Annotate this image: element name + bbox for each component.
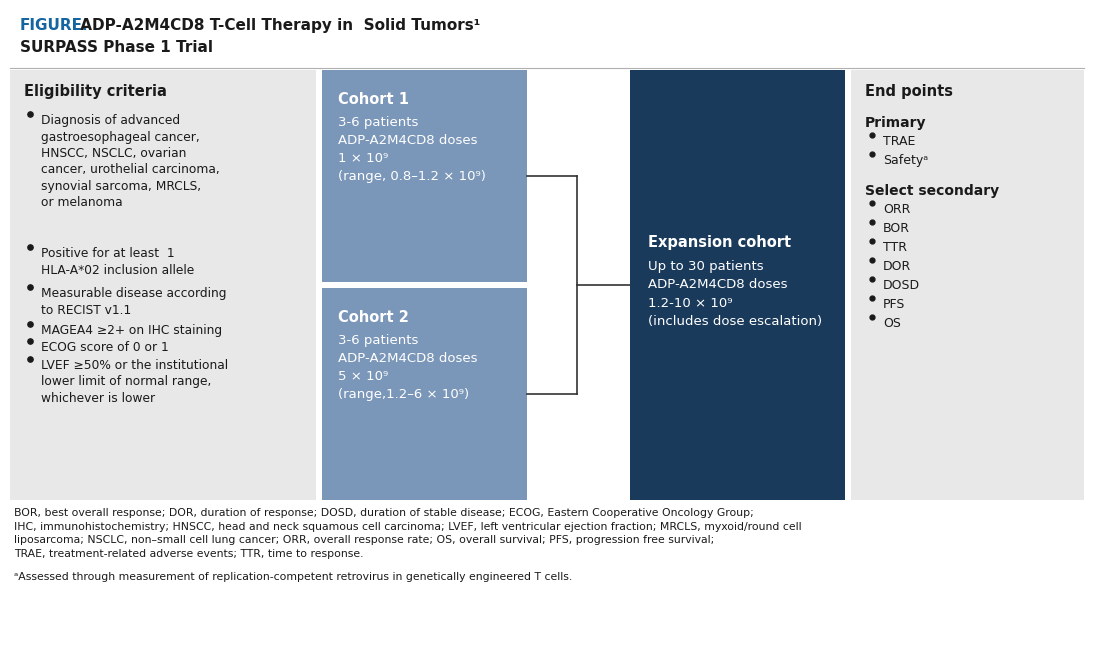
Bar	[322, 288, 527, 500]
Text: 3-6 patients
ADP-A2M4CD8 doses
5 × 10⁹
(range,1.2–6 × 10⁹): 3-6 patients ADP-A2M4CD8 doses 5 × 10⁹ (…	[338, 334, 477, 401]
Text: Measurable disease according
to RECIST v1.1: Measurable disease according to RECIST v…	[40, 287, 226, 316]
Text: ADP-A2M4CD8 T-Cell Therapy in  Solid Tumors¹: ADP-A2M4CD8 T-Cell Therapy in Solid Tumo…	[75, 18, 480, 33]
Text: SURPASS Phase 1 Trial: SURPASS Phase 1 Trial	[20, 40, 213, 55]
Text: LVEF ≥50% or the institutional
lower limit of normal range,
whichever is lower: LVEF ≥50% or the institutional lower lim…	[40, 359, 229, 405]
Text: Select secondary: Select secondary	[865, 184, 999, 198]
Text: DOSD: DOSD	[883, 279, 920, 292]
Text: OS: OS	[883, 317, 900, 330]
Text: ORR: ORR	[883, 203, 910, 216]
Text: Positive for at least  1
HLA-A*02 inclusion allele: Positive for at least 1 HLA-A*02 inclusi…	[40, 247, 195, 277]
Text: End points: End points	[865, 84, 953, 99]
Text: Eligibility criteria: Eligibility criteria	[24, 84, 167, 99]
Text: BOR, best overall response; DOR, duration of response; DOSD, duration of stable : BOR, best overall response; DOR, duratio…	[14, 508, 802, 559]
Text: DOR: DOR	[883, 260, 911, 273]
Text: TRAE: TRAE	[883, 135, 916, 148]
Text: 3-6 patients
ADP-A2M4CD8 doses
1 × 10⁹
(range, 0.8–1.2 × 10⁹): 3-6 patients ADP-A2M4CD8 doses 1 × 10⁹ (…	[338, 116, 486, 183]
Text: Diagnosis of advanced
gastroesophageal cancer,
HNSCC, NSCLC, ovarian
cancer, uro: Diagnosis of advanced gastroesophageal c…	[40, 114, 220, 209]
Text: BOR: BOR	[883, 222, 910, 235]
Text: ᵃAssessed through measurement of replication-competent retrovirus in genetically: ᵃAssessed through measurement of replica…	[14, 572, 572, 582]
Text: Up to 30 patients
ADP-A2M4CD8 doses
1.2-10 × 10⁹
(includes dose escalation): Up to 30 patients ADP-A2M4CD8 doses 1.2-…	[648, 260, 822, 329]
Text: FIGURE.: FIGURE.	[20, 18, 89, 33]
Text: Primary: Primary	[865, 116, 927, 130]
Text: Cohort 1: Cohort 1	[338, 92, 409, 107]
Text: Cohort 2: Cohort 2	[338, 310, 409, 325]
Bar	[630, 70, 845, 500]
Text: Expansion cohort: Expansion cohort	[648, 235, 791, 250]
Text: TTR: TTR	[883, 241, 907, 254]
Bar	[851, 70, 1084, 500]
Text: ECOG score of 0 or 1: ECOG score of 0 or 1	[40, 341, 168, 354]
Text: Safetyᵃ: Safetyᵃ	[883, 154, 928, 167]
Text: MAGEA4 ≥2+ on IHC staining: MAGEA4 ≥2+ on IHC staining	[40, 324, 222, 337]
Bar	[10, 70, 316, 500]
Text: PFS: PFS	[883, 298, 906, 311]
Bar	[322, 70, 527, 282]
